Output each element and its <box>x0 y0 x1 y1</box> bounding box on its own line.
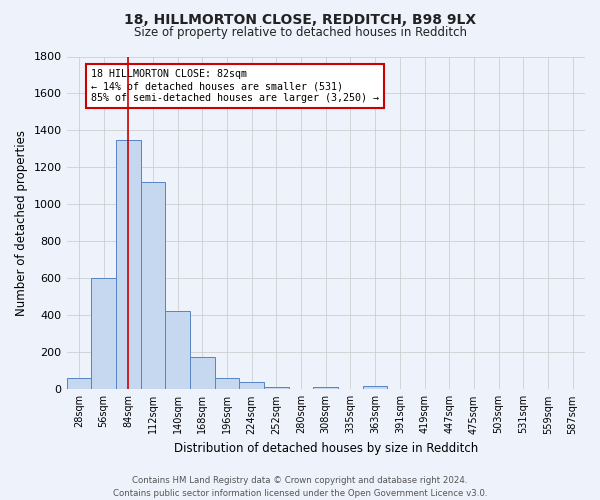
Text: Size of property relative to detached houses in Redditch: Size of property relative to detached ho… <box>133 26 467 39</box>
Bar <box>215 378 239 390</box>
Text: 18, HILLMORTON CLOSE, REDDITCH, B98 9LX: 18, HILLMORTON CLOSE, REDDITCH, B98 9LX <box>124 12 476 26</box>
Bar <box>91 278 116 390</box>
Bar <box>313 386 338 390</box>
Y-axis label: Number of detached properties: Number of detached properties <box>15 130 28 316</box>
Bar <box>140 182 165 390</box>
Text: Contains HM Land Registry data © Crown copyright and database right 2024.
Contai: Contains HM Land Registry data © Crown c… <box>113 476 487 498</box>
Bar <box>67 378 91 390</box>
Text: 18 HILLMORTON CLOSE: 82sqm
← 14% of detached houses are smaller (531)
85% of sem: 18 HILLMORTON CLOSE: 82sqm ← 14% of deta… <box>91 70 379 102</box>
Bar <box>264 386 289 390</box>
Bar <box>239 382 264 390</box>
Bar <box>190 357 215 390</box>
X-axis label: Distribution of detached houses by size in Redditch: Distribution of detached houses by size … <box>173 442 478 455</box>
Bar <box>116 140 140 390</box>
Bar <box>165 310 190 390</box>
Bar <box>363 386 388 390</box>
